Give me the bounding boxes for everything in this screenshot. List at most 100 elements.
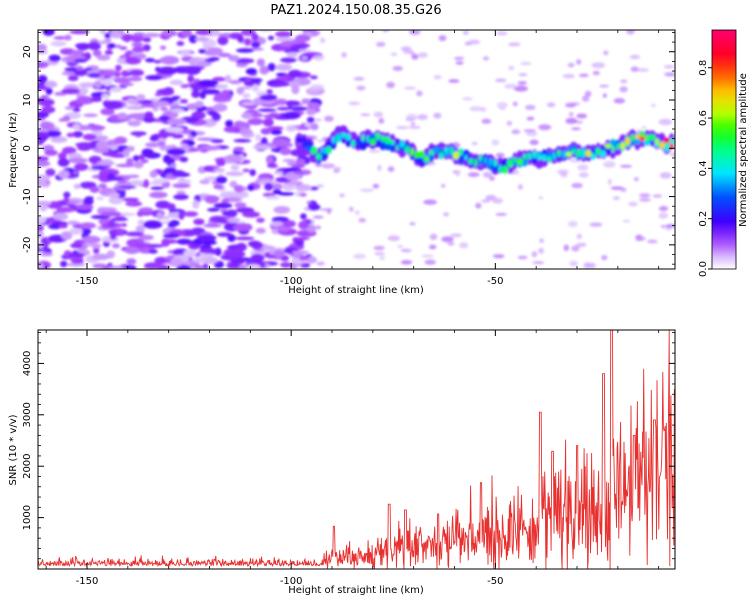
heatmap-cell xyxy=(79,222,97,229)
heatmap-cell xyxy=(126,145,135,152)
heatmap-cell xyxy=(245,68,258,75)
heatmap-cell xyxy=(121,70,129,77)
heatmap-cell xyxy=(379,255,385,261)
x-tick-label: -150 xyxy=(76,276,99,287)
heatmap-cell xyxy=(571,148,576,154)
heatmap-cell xyxy=(225,209,238,218)
heatmap-cell xyxy=(541,154,547,161)
heatmap-cell xyxy=(481,118,492,124)
heatmap-cell xyxy=(96,140,108,150)
heatmap-cell xyxy=(517,255,528,260)
heatmap-cell xyxy=(259,65,270,75)
heatmap-cell xyxy=(663,140,670,152)
heatmap-cell xyxy=(149,191,168,199)
heatmap-cell xyxy=(244,38,252,46)
heatmap-cell xyxy=(274,46,291,51)
heatmap-cell xyxy=(212,103,228,112)
heatmap-cell xyxy=(123,148,130,158)
heatmap-cell xyxy=(454,56,465,61)
heatmap-cell xyxy=(126,113,147,120)
heatmap-cell xyxy=(316,153,322,160)
heatmap-cell xyxy=(306,224,316,233)
heatmap-cell xyxy=(267,126,284,131)
heatmap-cell xyxy=(125,105,145,110)
heatmap-cell xyxy=(316,261,325,266)
heatmap-cell xyxy=(602,93,607,98)
heatmap-cell xyxy=(157,66,178,76)
y-tick-label: 3000 xyxy=(22,402,33,427)
heatmap-cell xyxy=(129,180,144,186)
colorbar: 0.0 0.2 0.4 0.6 0.8 Normalized spectral ampl… xyxy=(698,29,749,277)
x-tick-label: -100 xyxy=(280,276,303,287)
heatmap-cell xyxy=(135,225,145,234)
heatmap-cell xyxy=(227,250,246,258)
heatmap-cell xyxy=(233,146,245,152)
heatmap-cell xyxy=(295,158,306,166)
heatmap-cell xyxy=(236,87,245,95)
heatmap-cell xyxy=(306,145,313,152)
heatmap-cell xyxy=(120,82,134,87)
heatmap-cell xyxy=(61,146,77,155)
heatmap-cell xyxy=(86,125,106,131)
heatmap-cell xyxy=(650,104,656,107)
heatmap-cell xyxy=(172,183,191,189)
heatmap-cell xyxy=(73,58,88,63)
heatmap-cell xyxy=(208,56,220,61)
heatmap-cell xyxy=(358,218,367,223)
heatmap-cell xyxy=(203,256,218,265)
heatmap-cell xyxy=(377,164,382,171)
heatmap-cell xyxy=(104,212,121,217)
heatmap-cell xyxy=(124,246,140,255)
heatmap-cell xyxy=(387,166,395,172)
heatmap-cell xyxy=(429,233,438,240)
heatmap-cell xyxy=(523,153,527,160)
heatmap-cell xyxy=(613,98,626,104)
heatmap-cell xyxy=(77,144,92,151)
spectrogram-ylabel: Frequency (Hz) xyxy=(8,112,19,188)
heatmap-cell xyxy=(96,196,104,201)
heatmap-cell xyxy=(299,192,307,197)
heatmap-cell xyxy=(133,161,144,169)
heatmap-cell xyxy=(595,148,601,155)
heatmap-cell xyxy=(216,232,233,237)
heatmap-cell xyxy=(221,198,230,205)
heatmap-cell xyxy=(525,131,538,137)
heatmap-cell xyxy=(166,203,176,211)
heatmap-cell xyxy=(471,141,478,146)
x-tick-label: -150 xyxy=(76,576,99,587)
heatmap-cell xyxy=(428,149,435,156)
heatmap-cell xyxy=(285,100,301,106)
heatmap-cell xyxy=(122,197,140,202)
heatmap-cell xyxy=(293,170,304,175)
heatmap-cell xyxy=(93,247,100,254)
heatmap-cell xyxy=(492,254,505,259)
heatmap-cell xyxy=(400,46,412,51)
heatmap-cell xyxy=(68,252,85,258)
heatmap-cell xyxy=(97,207,117,212)
heatmap-cell xyxy=(479,155,483,162)
heatmap-cell xyxy=(124,56,142,65)
heatmap-cell xyxy=(169,79,184,86)
heatmap-cell xyxy=(98,183,107,189)
heatmap-cell xyxy=(262,192,276,197)
heatmap-cell xyxy=(271,82,291,87)
heatmap-cell xyxy=(286,126,298,131)
heatmap-cell xyxy=(610,186,624,190)
heatmap-cell xyxy=(639,193,651,198)
heatmap-cell xyxy=(241,112,253,119)
heatmap-cell xyxy=(192,200,200,209)
heatmap-cell xyxy=(532,261,545,265)
heatmap-cell xyxy=(607,178,612,186)
heatmap-cell xyxy=(48,54,61,62)
heatmap-cell xyxy=(194,100,204,108)
heatmap-cell xyxy=(229,180,238,188)
heatmap-cell xyxy=(267,63,276,72)
heatmap-cell xyxy=(90,96,103,103)
heatmap-cell xyxy=(137,99,154,105)
heatmap-cell xyxy=(38,242,44,249)
heatmap-cell xyxy=(207,110,218,116)
heatmap-cell xyxy=(129,69,145,77)
heatmap-cell xyxy=(140,159,149,164)
heatmap-cell xyxy=(634,177,639,182)
heatmap-cell xyxy=(280,262,293,268)
